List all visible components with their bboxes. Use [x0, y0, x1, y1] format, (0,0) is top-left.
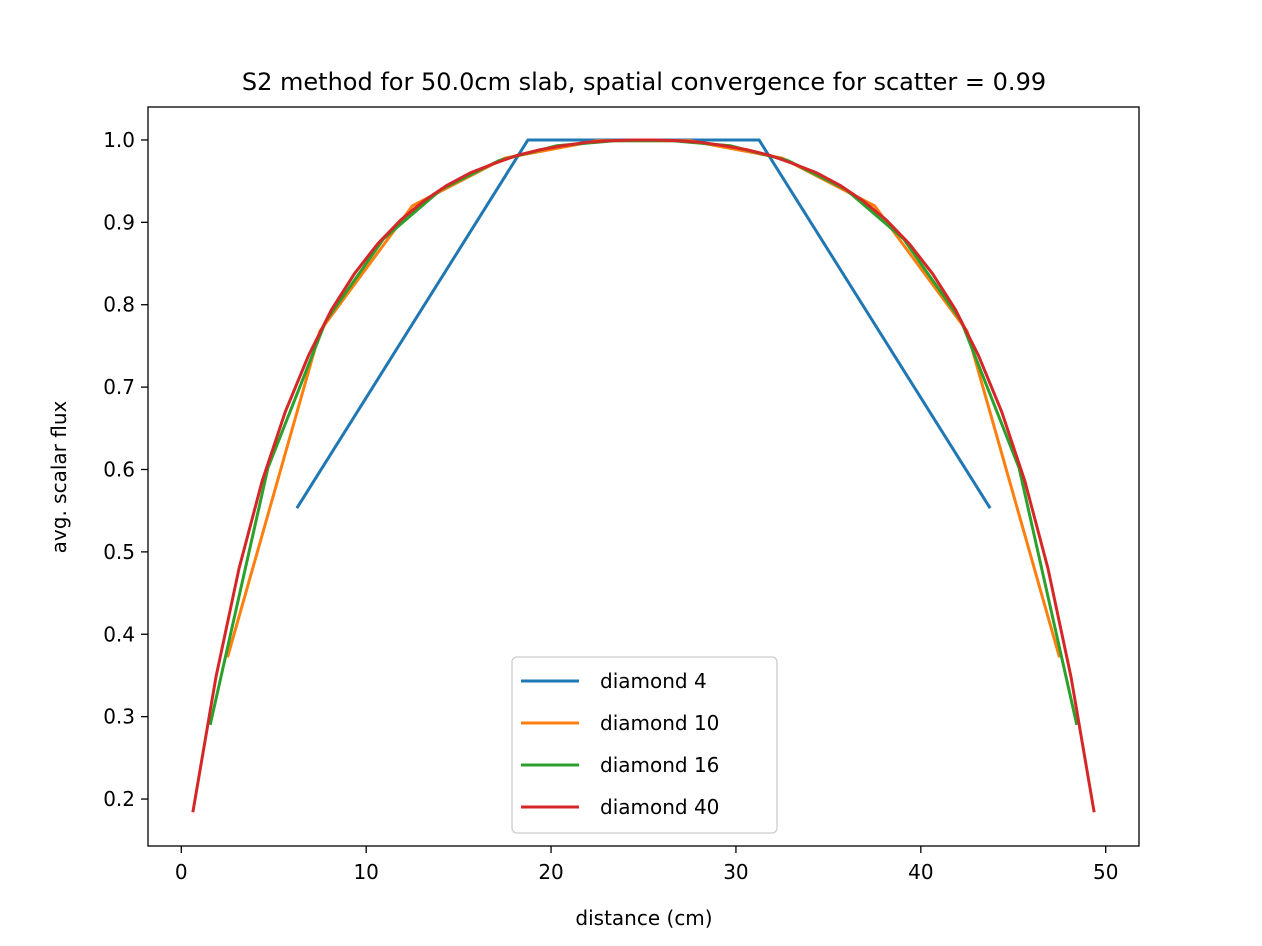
y-tick-label: 0.2 — [103, 787, 135, 811]
x-axis-label: distance (cm) — [575, 906, 712, 930]
x-tick-label: 30 — [723, 860, 748, 884]
y-axis-label: avg. scalar flux — [47, 401, 71, 554]
y-tick-label: 1.0 — [103, 128, 135, 152]
x-tick-label: 10 — [353, 860, 378, 884]
y-tick-label: 0.8 — [103, 293, 135, 317]
legend-label-diamond-10: diamond 10 — [600, 711, 719, 735]
x-tick-label: 50 — [1093, 860, 1118, 884]
legend: diamond 4 diamond 10 diamond 16 diamond 40 — [511, 656, 778, 834]
legend-label-diamond-40: diamond 40 — [600, 795, 719, 819]
x-tick-label: 20 — [538, 860, 563, 884]
y-tick-label: 0.9 — [103, 210, 135, 234]
plot-area — [191, 138, 1096, 813]
y-tick-label: 0.4 — [103, 622, 135, 646]
legend-label-diamond-4: diamond 4 — [600, 669, 707, 693]
legend-box — [511, 656, 778, 834]
y-axis: 0.2 0.3 0.4 0.5 0.6 0.7 0.8 0.9 1.0 — [103, 128, 148, 811]
legend-label-diamond-16: diamond 16 — [600, 753, 719, 777]
y-tick-label: 0.7 — [103, 375, 135, 399]
chart-title: S2 method for 50.0cm slab, spatial conve… — [242, 68, 1046, 96]
series-line-diamond-40 — [191, 138, 1096, 813]
y-tick-label: 0.5 — [103, 540, 135, 564]
x-tick-label: 40 — [908, 860, 933, 884]
plot-frame — [147, 106, 1140, 847]
y-tick-label: 0.6 — [103, 457, 135, 481]
x-axis: 0 10 20 30 40 50 — [175, 846, 1118, 884]
y-tick-label: 0.3 — [103, 705, 135, 729]
x-tick-label: 0 — [175, 860, 188, 884]
